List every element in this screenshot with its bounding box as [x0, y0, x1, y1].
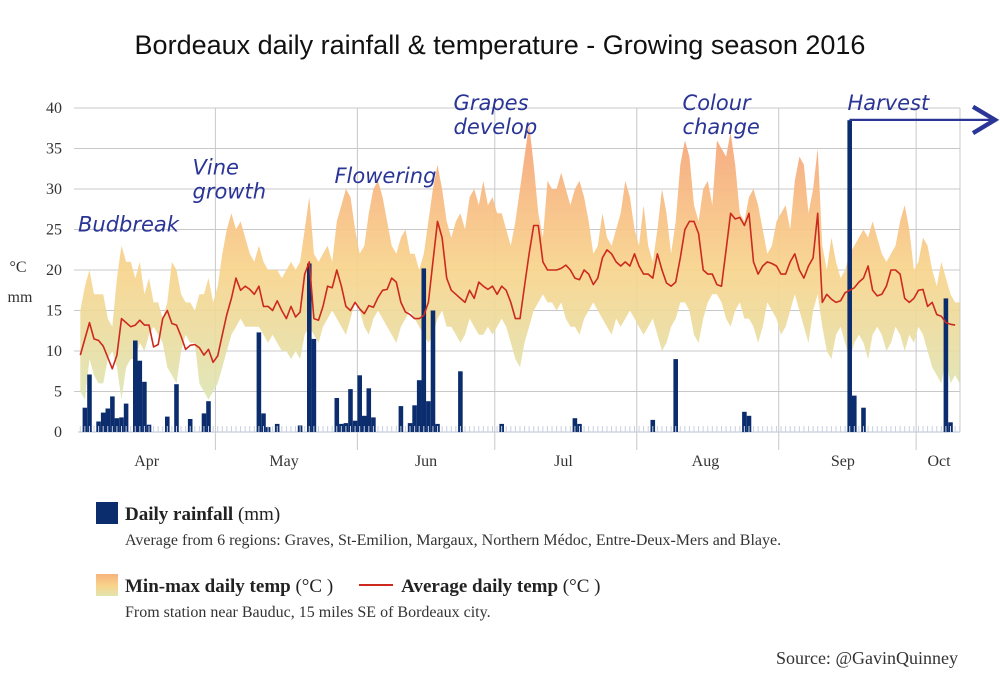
rainfall-bar — [256, 332, 262, 432]
y-axis-label-celsius: °C — [9, 259, 26, 276]
y-tick-label: 10 — [46, 343, 62, 360]
legend-rainfall-unit: (mm) — [233, 504, 281, 525]
annotation-text: Budbreak — [78, 212, 180, 236]
rainfall-bar — [572, 418, 578, 432]
rainfall-bar — [412, 405, 417, 432]
rainfall-bar — [165, 416, 170, 432]
annotation-text: change — [683, 115, 760, 139]
legend-temp-range-label: Min-max daily temp — [125, 576, 291, 597]
rainfall-bar — [100, 412, 106, 432]
y-tick-label: 0 — [54, 424, 62, 441]
legend-temp-desc: From station near Bauduc, 15 miles SE of… — [125, 604, 491, 621]
rainfall-bar — [87, 374, 92, 432]
rainfall-bar — [852, 395, 857, 432]
x-tick-label-aug: Aug — [692, 453, 720, 470]
rainfall-bar — [371, 417, 376, 432]
annotation-text: Colour — [683, 91, 753, 115]
rainfall-bar — [137, 360, 143, 432]
rainfall-bar — [742, 411, 747, 433]
rainfall-bar — [348, 389, 353, 432]
temp-range-area — [80, 124, 960, 400]
x-tick-label-jul: Jul — [554, 453, 573, 470]
annotation-flowering: Flowering — [334, 164, 436, 188]
rainfall-bar — [201, 413, 207, 432]
annotation-text: Flowering — [334, 164, 436, 188]
rainfall-bar — [187, 419, 193, 432]
y-tick-label: 35 — [46, 141, 62, 158]
chart-title: Bordeaux daily rainfall & temperature - … — [134, 30, 866, 60]
rainfall-bar — [650, 419, 656, 432]
rainfall-bar — [110, 396, 115, 432]
rainfall-swatch — [96, 502, 118, 524]
rainfall-bar — [847, 120, 852, 432]
y-tick-label: 25 — [46, 222, 62, 239]
legend-temp-avg-label: Average daily temp — [401, 576, 559, 597]
annotation-budbreak: Budbreak — [78, 212, 180, 236]
rainfall-bar — [357, 375, 362, 432]
annotation-text: Harvest — [847, 91, 930, 115]
annotation-text: Vine — [193, 156, 239, 180]
rainfall-bar — [206, 401, 211, 432]
chart-svg: 0 5 10 15 20 25 30 35 40 °C mm Apr May Jun Jul Aug Sep Oc… — [8, 91, 1000, 470]
y-tick-label: 5 — [54, 384, 62, 401]
axis-ticks: 0 5 10 15 20 25 30 35 40 °C mm Apr May Jun Jul Aug Sep Oc… — [8, 100, 961, 470]
rainfall-bar — [334, 398, 340, 432]
temp-range-swatch — [96, 574, 118, 596]
legend-temp: Min-max daily temp (°C ) Average daily te… — [96, 574, 600, 598]
annotation-harvest: Harvest — [847, 91, 1000, 135]
rainfall-bar — [416, 380, 422, 432]
source-credit: Source: @GavinQuinney — [775, 648, 958, 668]
y-tick-label: 40 — [46, 100, 62, 117]
avg-temp-line — [79, 212, 956, 370]
y-tick-label: 20 — [46, 262, 62, 279]
legend-rainfall-label: Daily rainfall — [125, 504, 234, 525]
rainfall-bar — [119, 417, 124, 432]
legend-rainfall-desc: Average from 6 regions: Graves, St-Emili… — [125, 532, 782, 549]
x-tick-label-may: May — [269, 453, 298, 470]
rainfall-bar — [105, 408, 111, 432]
rainfall-bar — [430, 310, 436, 432]
rainfall-bar — [398, 406, 404, 432]
rainfall-bar — [421, 268, 427, 432]
rainfall-bar — [261, 413, 266, 432]
legend-temp-avg-unit: (°C ) — [558, 576, 601, 597]
rainfall-bar — [114, 418, 120, 432]
temp-band — [80, 124, 960, 400]
avg-temp-line-swatch — [359, 584, 394, 586]
rainfall-bar — [426, 401, 431, 432]
rainfall-bar — [673, 359, 678, 432]
rainfall-bar — [746, 415, 752, 432]
y-tick-label: 30 — [46, 181, 62, 198]
rainfall-bar — [142, 381, 147, 432]
rainfall-bar — [82, 407, 88, 432]
legend-temp-range-unit: (°C ) — [290, 576, 334, 597]
x-tick-label-apr: Apr — [134, 453, 160, 470]
rainfall-bar — [362, 415, 367, 432]
x-tick-label-jun: Jun — [415, 453, 437, 470]
annotation-text: growth — [193, 180, 267, 204]
x-tick-label-sep: Sep — [831, 453, 855, 470]
rainfall-bar — [123, 403, 129, 432]
rainfall-bar — [943, 298, 949, 433]
y-axis-label-mm: mm — [8, 289, 33, 306]
avg-temp-line-group — [79, 212, 956, 370]
legend-rainfall: Daily rainfall (mm) — [96, 502, 280, 526]
annotation-text: Grapes — [454, 91, 529, 115]
rainfall-bar — [366, 388, 372, 432]
x-tick-label-oct: Oct — [927, 453, 951, 470]
rainfall-bar — [861, 407, 866, 432]
rainfall-bar — [307, 263, 312, 432]
rainfall-bar — [174, 384, 179, 432]
rainfall-bar — [311, 338, 317, 432]
y-tick-label: 15 — [46, 303, 62, 320]
rainfall-bar — [458, 371, 463, 433]
rainfall-bar — [133, 340, 138, 432]
annotation-text: develop — [454, 115, 538, 139]
